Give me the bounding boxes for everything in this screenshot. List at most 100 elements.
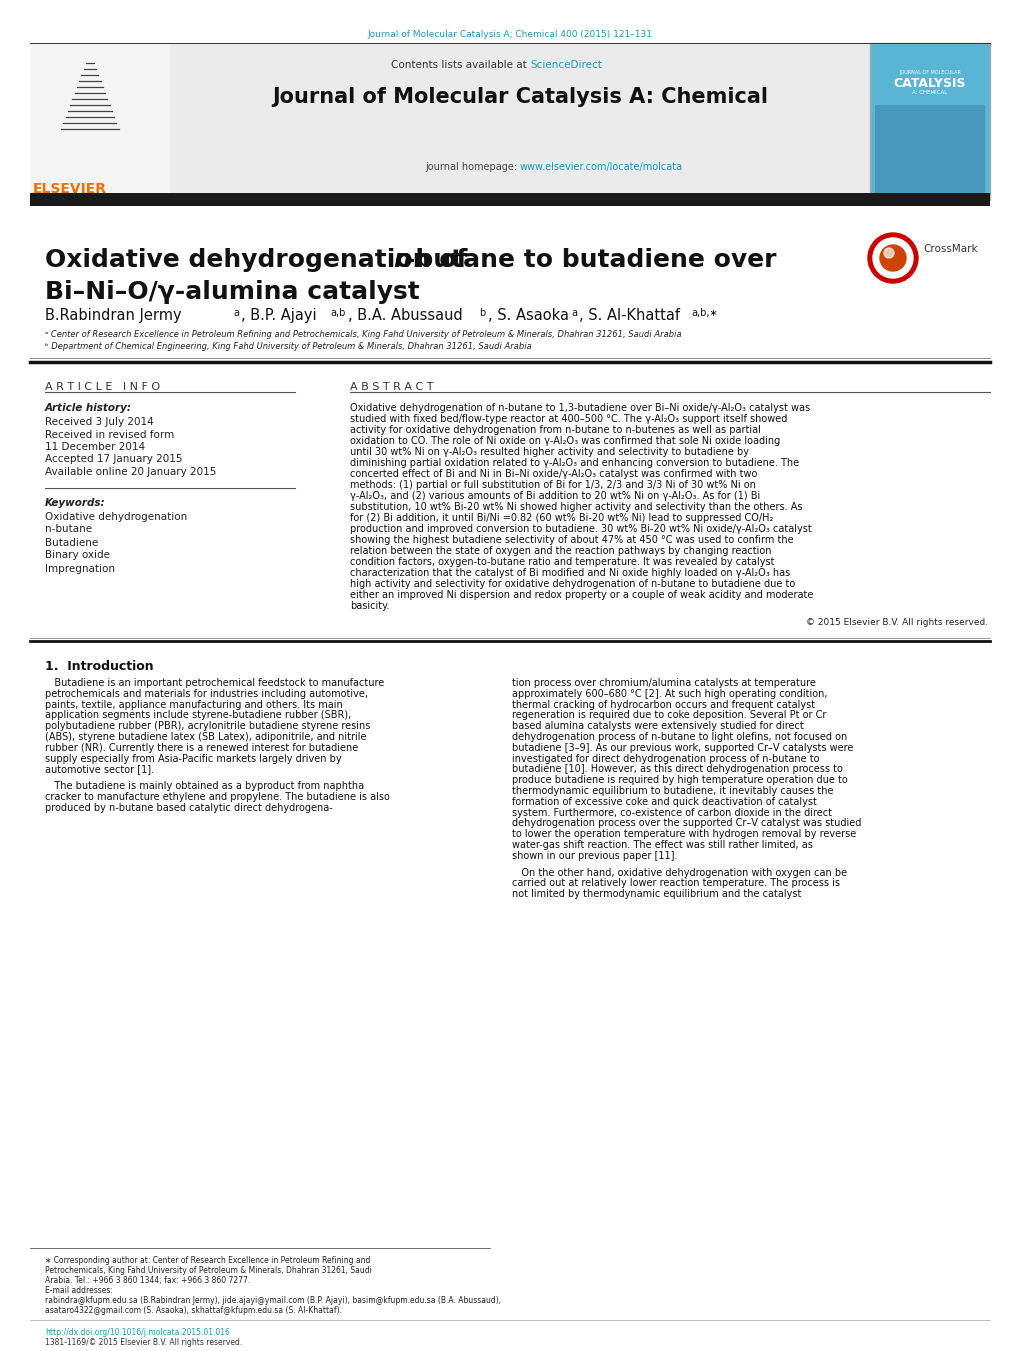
Text: Bi–Ni–O/γ-alumina catalyst: Bi–Ni–O/γ-alumina catalyst [45, 280, 420, 304]
Text: E-mail addresses:: E-mail addresses: [45, 1286, 115, 1296]
Text: studied with fixed bed/flow-type reactor at 400–500 °C. The γ-Al₂O₃ support itse: studied with fixed bed/flow-type reactor… [350, 413, 787, 424]
Text: investigated for direct dehydrogenation process of n-butane to: investigated for direct dehydrogenation … [512, 754, 818, 763]
Text: ScienceDirect: ScienceDirect [530, 59, 601, 70]
Text: Received in revised form: Received in revised form [45, 430, 174, 439]
Bar [170, 43, 869, 195]
Text: showing the highest butadiene selectivity of about 47% at 450 °C was used to con: showing the highest butadiene selectivit… [350, 535, 793, 544]
Text: automotive sector [1].: automotive sector [1]. [45, 765, 154, 774]
Text: methods: (1) partial or full substitution of Bi for 1/3, 2/3 and 3/3 Ni of 30 wt: methods: (1) partial or full substitutio… [350, 480, 755, 490]
Text: produced by n-butane based catalytic direct dehydrogena-: produced by n-butane based catalytic dir… [45, 802, 332, 813]
Text: cracker to manufacture ethylene and propylene. The butadiene is also: cracker to manufacture ethylene and prop… [45, 792, 389, 802]
Text: Journal of Molecular Catalysis A: Chemical: Journal of Molecular Catalysis A: Chemic… [272, 86, 767, 107]
Text: CATALYSIS: CATALYSIS [893, 77, 965, 91]
Text: Binary oxide: Binary oxide [45, 550, 110, 561]
Text: tion process over chromium/alumina catalysts at temperature: tion process over chromium/alumina catal… [512, 678, 815, 688]
Text: JOURNAL OF MOLECULAR: JOURNAL OF MOLECULAR [898, 70, 960, 76]
Text: The butadiene is mainly obtained as a byproduct from naphtha: The butadiene is mainly obtained as a by… [45, 781, 364, 792]
Bar [30, 43, 170, 200]
Text: petrochemicals and materials for industries including automotive,: petrochemicals and materials for industr… [45, 689, 368, 698]
Text: system. Furthermore, co-existence of carbon dioxide in the direct: system. Furthermore, co-existence of car… [512, 808, 832, 817]
Circle shape [872, 238, 912, 278]
Text: n-butane: n-butane [45, 524, 92, 535]
Text: a,b: a,b [330, 308, 345, 317]
Text: Accepted 17 January 2015: Accepted 17 January 2015 [45, 454, 182, 465]
Text: butadiene [3–9]. As our previous work, supported Cr–V catalysts were: butadiene [3–9]. As our previous work, s… [512, 743, 853, 753]
Text: ᵃ Center of Research Excellence in Petroleum Refining and Petrochemicals, King F: ᵃ Center of Research Excellence in Petro… [45, 330, 681, 339]
Text: diminishing partial oxidation related to γ-Al₂O₃ and enhancing conversion to but: diminishing partial oxidation related to… [350, 458, 798, 467]
Text: , S. Al-Khattaf: , S. Al-Khattaf [579, 308, 680, 323]
Text: carried out at relatively lower reaction temperature. The process is: carried out at relatively lower reaction… [512, 878, 840, 889]
Text: condition factors, oxygen-to-butane ratio and temperature. It was revealed by ca: condition factors, oxygen-to-butane rati… [350, 557, 773, 567]
Text: , S. Asaoka: , S. Asaoka [487, 308, 569, 323]
Text: b: b [479, 308, 485, 317]
Text: ᵇ Department of Chemical Engineering, King Fahd University of Petroleum & Minera: ᵇ Department of Chemical Engineering, Ki… [45, 342, 531, 351]
Text: activity for oxidative dehydrogenation from n-butane to n-butenes as well as par: activity for oxidative dehydrogenation f… [350, 426, 760, 435]
Text: Butadiene: Butadiene [45, 538, 98, 547]
Text: either an improved Ni dispersion and redox property or a couple of weak acidity : either an improved Ni dispersion and red… [350, 590, 812, 600]
Text: application segments include styrene-butadiene rubber (SBR),: application segments include styrene-but… [45, 711, 351, 720]
Text: Article history:: Article history: [45, 403, 131, 413]
Text: -butane to butadiene over: -butane to butadiene over [405, 249, 775, 272]
Text: oxidation to CO. The role of Ni oxide on γ-Al₂O₃ was confirmed that sole Ni oxid: oxidation to CO. The role of Ni oxide on… [350, 436, 780, 446]
Text: polybutadiene rubber (PBR), acrylonitrile butadiene styrene resins: polybutadiene rubber (PBR), acrylonitril… [45, 721, 370, 731]
Text: Oxidative dehydrogenation of n-butane to 1,3-butadiene over Bi–Ni oxide/γ-Al₂O₃ : Oxidative dehydrogenation of n-butane to… [350, 403, 809, 413]
Text: ELSEVIER: ELSEVIER [33, 182, 107, 196]
Text: Received 3 July 2014: Received 3 July 2014 [45, 417, 154, 427]
Text: 11 December 2014: 11 December 2014 [45, 442, 145, 453]
Text: thermal cracking of hydrocarbon occurs and frequent catalyst: thermal cracking of hydrocarbon occurs a… [512, 700, 814, 709]
Circle shape [879, 245, 905, 272]
Text: ∗ Corresponding author at: Center of Research Excellence in Petroleum Refining a: ∗ Corresponding author at: Center of Res… [45, 1256, 370, 1265]
Bar [874, 105, 984, 195]
Text: CrossMark: CrossMark [922, 245, 976, 254]
Text: rubber (NR). Currently there is a renewed interest for butadiene: rubber (NR). Currently there is a renewe… [45, 743, 358, 753]
Text: A: CHEMICAL: A: CHEMICAL [911, 91, 947, 95]
Text: water-gas shift reaction. The effect was still rather limited, as: water-gas shift reaction. The effect was… [512, 840, 812, 850]
Text: dehydrogenation process of n-butane to light olefins, not focused on: dehydrogenation process of n-butane to l… [512, 732, 847, 742]
Circle shape [883, 249, 893, 258]
Text: regeneration is required due to coke deposition. Several Pt or Cr: regeneration is required due to coke dep… [512, 711, 825, 720]
Text: On the other hand, oxidative dehydrogenation with oxygen can be: On the other hand, oxidative dehydrogena… [512, 867, 847, 878]
Text: production and improved conversion to butadiene. 30 wt% Bi-20 wt% Ni oxide/γ-Al₂: production and improved conversion to bu… [350, 524, 811, 534]
Text: not limited by thermodynamic equilibrium and the catalyst: not limited by thermodynamic equilibrium… [512, 889, 801, 900]
Text: n: n [392, 249, 411, 272]
Text: dehydrogenation process over the supported Cr–V catalyst was studied: dehydrogenation process over the support… [512, 819, 860, 828]
Text: 1.  Introduction: 1. Introduction [45, 661, 154, 673]
Text: Journal of Molecular Catalysis A; Chemical 400 (2015) 121–131: Journal of Molecular Catalysis A; Chemic… [367, 30, 652, 39]
Text: a: a [232, 308, 238, 317]
Text: concerted effect of Bi and Ni in Bi–Ni oxide/γ-Al₂O₃ catalyst was confirmed with: concerted effect of Bi and Ni in Bi–Ni o… [350, 469, 757, 480]
Text: Keywords:: Keywords: [45, 497, 106, 508]
Text: approximately 600–680 °C [2]. At such high operating condition,: approximately 600–680 °C [2]. At such hi… [512, 689, 826, 698]
Text: substitution, 10 wt% Bi-20 wt% Ni showed higher activity and selectivity than th: substitution, 10 wt% Bi-20 wt% Ni showed… [350, 503, 802, 512]
Text: journal homepage:: journal homepage: [424, 162, 520, 172]
Text: Arabia. Tel.: +966 3 860 1344; fax: +966 3 860 7277.: Arabia. Tel.: +966 3 860 1344; fax: +966… [45, 1275, 250, 1285]
Text: (ABS), styrene butadiene latex (SB Latex), adiponitrile, and nitrile: (ABS), styrene butadiene latex (SB Latex… [45, 732, 366, 742]
Text: Petrochemicals, King Fahd University of Petroleum & Minerals, Dhahran 31261, Sau: Petrochemicals, King Fahd University of … [45, 1266, 372, 1275]
Text: B.Rabindran Jermy: B.Rabindran Jermy [45, 308, 181, 323]
Text: γ-Al₂O₃, and (2) various amounts of Bi addition to 20 wt% Ni on γ-Al₂O₃. As for : γ-Al₂O₃, and (2) various amounts of Bi a… [350, 490, 759, 501]
Text: Contents lists available at: Contents lists available at [390, 59, 530, 70]
Text: paints, textile, appliance manufacturing and others. Its main: paints, textile, appliance manufacturing… [45, 700, 342, 709]
Circle shape [867, 232, 917, 282]
Text: , B.A. Abussaud: , B.A. Abussaud [347, 308, 463, 323]
Text: © 2015 Elsevier B.V. All rights reserved.: © 2015 Elsevier B.V. All rights reserved… [805, 617, 987, 627]
Text: to lower the operation temperature with hydrogen removal by reverse: to lower the operation temperature with … [512, 830, 855, 839]
Text: produce butadiene is required by high temperature operation due to: produce butadiene is required by high te… [512, 775, 847, 785]
Bar [869, 43, 989, 200]
Text: Oxidative dehydrogenation of: Oxidative dehydrogenation of [45, 249, 476, 272]
Text: formation of excessive coke and quick deactivation of catalyst: formation of excessive coke and quick de… [512, 797, 816, 807]
Text: asataro4322@gmail.com (S. Asaoka), skhattaf@kfupm.edu.sa (S. Al-Khattaf).: asataro4322@gmail.com (S. Asaoka), skhat… [45, 1306, 341, 1315]
Text: characterization that the catalyst of Bi modified and Ni oxide highly loaded on : characterization that the catalyst of Bi… [350, 567, 790, 578]
Text: basicity.: basicity. [350, 601, 389, 611]
Text: A B S T R A C T: A B S T R A C T [350, 382, 433, 392]
Text: until 30 wt% Ni on γ-Al₂O₃ resulted higher activity and selectivity to butadiene: until 30 wt% Ni on γ-Al₂O₃ resulted high… [350, 447, 748, 457]
Text: based alumina catalysts were extensively studied for direct: based alumina catalysts were extensively… [512, 721, 803, 731]
Text: supply especially from Asia-Pacific markets largely driven by: supply especially from Asia-Pacific mark… [45, 754, 341, 763]
Text: relation between the state of oxygen and the reaction pathways by changing react: relation between the state of oxygen and… [350, 546, 770, 557]
Text: a,b,∗: a,b,∗ [690, 308, 717, 317]
Text: for (2) Bi addition, it until Bi/Ni =0.82 (60 wt% Bi-20 wt% Ni) lead to suppress: for (2) Bi addition, it until Bi/Ni =0.8… [350, 513, 772, 523]
Text: http://dx.doi.org/10.1016/j.molcata.2015.01.016: http://dx.doi.org/10.1016/j.molcata.2015… [45, 1328, 229, 1337]
Text: shown in our previous paper [11].: shown in our previous paper [11]. [512, 851, 677, 861]
Text: Oxidative dehydrogenation: Oxidative dehydrogenation [45, 512, 187, 521]
Bar [30, 193, 989, 205]
Text: thermodynamic equilibrium to butadiene, it inevitably causes the: thermodynamic equilibrium to butadiene, … [512, 786, 833, 796]
